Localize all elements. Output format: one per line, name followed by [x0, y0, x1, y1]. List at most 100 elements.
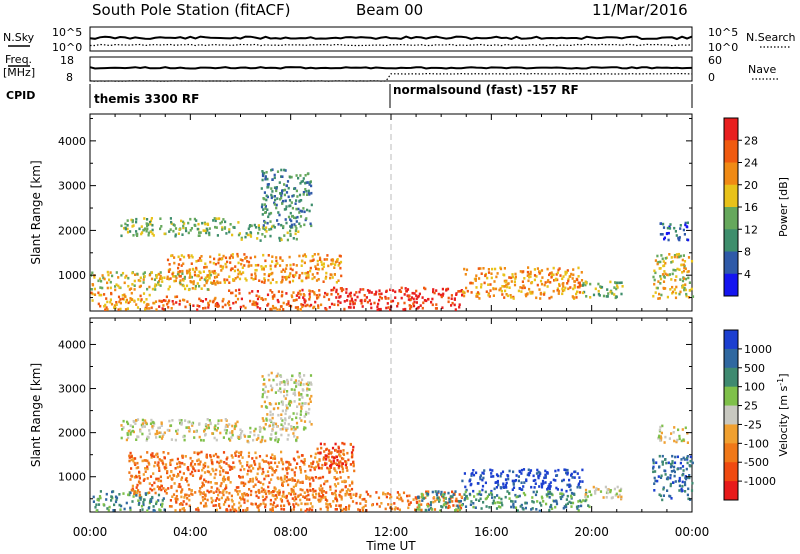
heatmap-cell [280, 294, 283, 298]
heatmap-cell [523, 286, 526, 290]
heatmap-cell [566, 282, 569, 285]
heatmap-cell [142, 281, 145, 284]
heatmap-cell [162, 451, 165, 454]
heatmap-cell [181, 461, 184, 465]
heatmap-cell [672, 469, 675, 472]
scatter-band [652, 252, 695, 300]
heatmap-cell [296, 306, 299, 309]
heatmap-cell [568, 485, 571, 488]
heatmap-cell [127, 493, 130, 497]
heatmap-cell [171, 300, 174, 303]
heatmap-cell [484, 274, 487, 277]
heatmap-cell [212, 271, 215, 275]
heatmap-cell [281, 290, 284, 294]
heatmap-cell [102, 276, 105, 280]
nsearch-tick-top: 10^5 [708, 26, 738, 39]
heatmap-cell [292, 491, 296, 495]
heatmap-cell [146, 465, 149, 469]
heatmap-cell [218, 491, 221, 494]
heatmap-cell [592, 293, 596, 297]
heatmap-cell [100, 279, 103, 283]
heatmap-cell [360, 302, 363, 305]
heatmap-cell [118, 503, 121, 507]
heatmap-cell [221, 299, 224, 303]
heatmap-cell [350, 487, 354, 491]
heatmap-cell [615, 492, 618, 496]
heatmap-cell [283, 495, 286, 499]
heatmap-cell [206, 498, 209, 502]
heatmap-cell [309, 482, 312, 486]
heatmap-cell [289, 232, 292, 236]
heatmap-cell [396, 491, 399, 494]
heatmap-cell [299, 174, 302, 177]
heatmap-cell [286, 499, 289, 503]
heatmap-cell [147, 303, 150, 306]
heatmap-cell [688, 289, 691, 292]
heatmap-cell [549, 505, 552, 509]
scatter-band [584, 485, 623, 501]
heatmap-cell [141, 508, 144, 511]
heatmap-cell [146, 451, 149, 454]
heatmap-cell [330, 302, 334, 306]
scatter-band [155, 295, 231, 311]
heatmap-cell [159, 431, 162, 435]
heatmap-cell [481, 488, 484, 492]
nsky-label: N.Sky [3, 31, 35, 44]
heatmap-cell [151, 228, 154, 232]
heatmap-cell [105, 297, 108, 300]
heatmap-cell [273, 176, 276, 180]
heatmap-cell [682, 228, 685, 232]
heatmap-cell [301, 305, 304, 309]
heatmap-cell [194, 224, 197, 227]
heatmap-cell [257, 496, 260, 499]
heatmap-cell [264, 221, 267, 224]
heatmap-cell [510, 499, 513, 503]
heatmap-cell [269, 413, 272, 417]
heatmap-cell [514, 272, 517, 276]
heatmap-cell [147, 461, 150, 465]
heatmap-cell [334, 497, 338, 500]
heatmap-cell [105, 306, 108, 309]
heatmap-cell [139, 496, 142, 500]
heatmap-cell [266, 304, 269, 307]
heatmap-cell [658, 297, 661, 300]
heatmap-cell [287, 483, 290, 487]
heatmap-cell [191, 255, 194, 259]
heatmap-cell [143, 459, 146, 462]
heatmap-cell [358, 495, 361, 499]
heatmap-cell [409, 307, 412, 310]
heatmap-cell [517, 479, 520, 483]
heatmap-cell [270, 433, 273, 436]
heatmap-cell [129, 230, 132, 233]
heatmap-cell [192, 467, 195, 471]
heatmap-cell [469, 503, 472, 506]
heatmap-cell [302, 383, 305, 386]
heatmap-cell [578, 476, 581, 479]
heatmap-cell [512, 470, 515, 474]
heatmap-cell [235, 450, 238, 454]
heatmap-cell [150, 277, 154, 281]
heatmap-cell [185, 229, 188, 233]
heatmap-cell [307, 411, 310, 415]
heatmap-cell [479, 474, 482, 477]
heatmap-cell [270, 168, 273, 172]
heatmap-cell [276, 465, 279, 468]
heatmap-cell [269, 384, 273, 388]
heatmap-cell [271, 278, 274, 281]
heatmap-cell [203, 504, 206, 508]
heatmap-cell [503, 285, 506, 288]
heatmap-cell [215, 490, 218, 493]
heatmap-cell [196, 506, 199, 510]
heatmap-cell [270, 388, 273, 392]
heatmap-cell [106, 270, 109, 274]
heatmap-cell [259, 440, 262, 444]
heatmap-cell [314, 489, 317, 493]
heatmap-cell [301, 378, 304, 382]
heatmap-cell [287, 492, 291, 495]
heatmap-cell [230, 436, 233, 439]
heatmap-cell [290, 388, 293, 391]
heatmap-cell [98, 495, 102, 498]
heatmap-cell [338, 504, 341, 507]
heatmap-cell [464, 485, 467, 489]
